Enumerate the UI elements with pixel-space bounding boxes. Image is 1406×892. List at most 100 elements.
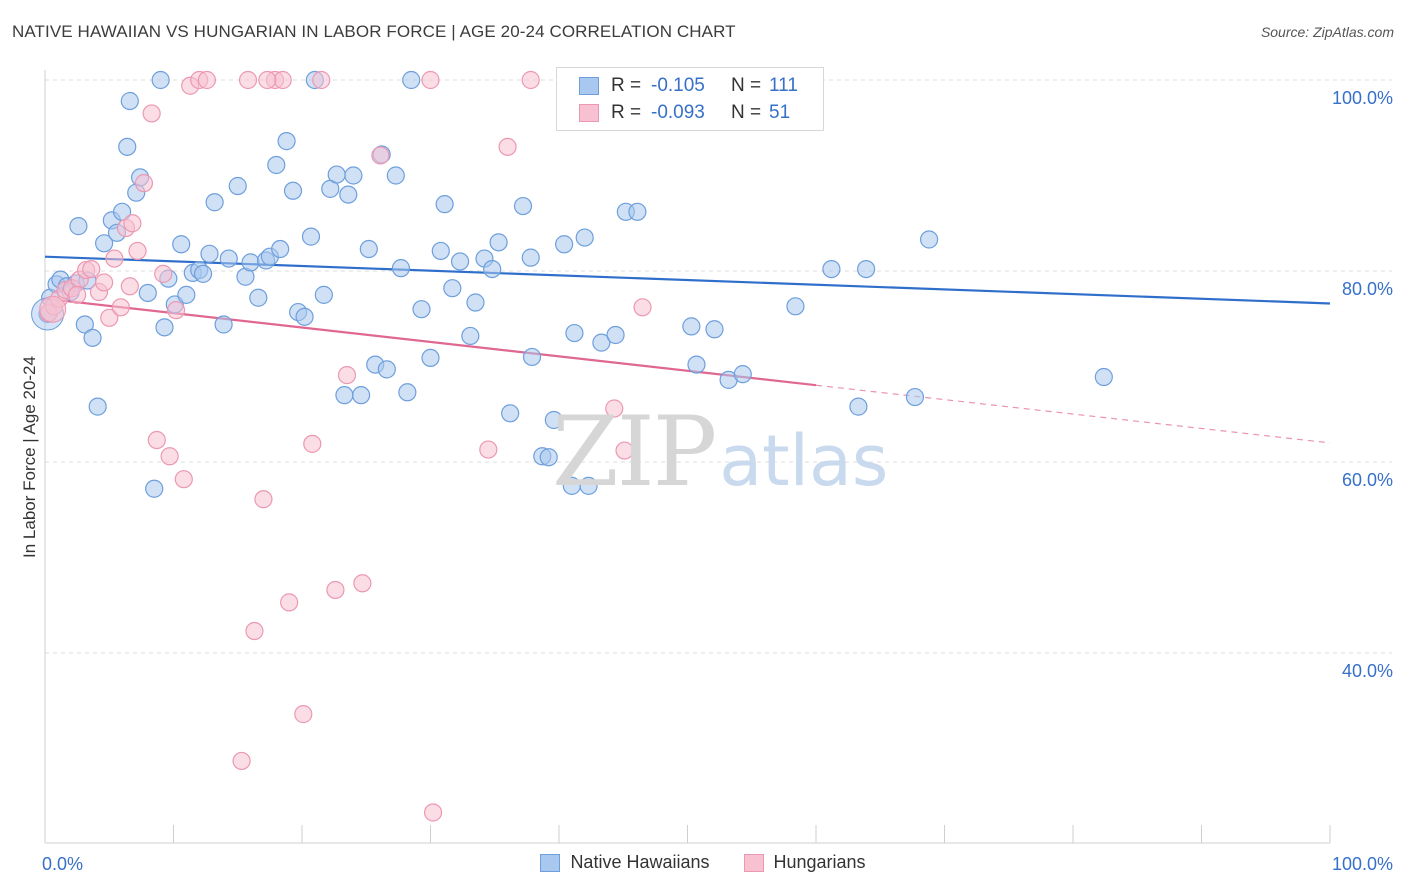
data-point: [565, 323, 584, 343]
data-point: [258, 70, 277, 90]
data-point: [83, 328, 102, 347]
data-point: [138, 283, 157, 303]
data-point: [155, 318, 174, 337]
data-point: [687, 355, 706, 374]
data-point: [335, 386, 354, 405]
data-point: [682, 317, 701, 336]
legend-row-native-hawaiians: R = -0.105 N = 111: [579, 74, 809, 98]
data-point: [200, 244, 219, 263]
legend-r-value: -0.093: [651, 102, 705, 123]
legend-n-value: 51: [769, 102, 791, 123]
legend-item-native-hawaiians[interactable]: Native Hawaiians: [540, 852, 710, 873]
legend-swatch-blue: [540, 853, 561, 872]
gridlines: [45, 79, 1392, 654]
data-point: [166, 301, 186, 320]
legend-item-hungarians[interactable]: Hungarians: [743, 852, 866, 873]
data-point: [431, 241, 450, 261]
data-point: [197, 70, 217, 90]
data-point: [544, 410, 563, 430]
data-point: [232, 751, 251, 771]
data-point: [521, 70, 540, 90]
legend-swatch-pink: [743, 853, 764, 872]
data-point: [539, 448, 558, 467]
data-point: [205, 193, 224, 212]
data-point: [120, 91, 139, 111]
y-axis-label: In Labor Force | Age 20-24: [20, 356, 39, 558]
data-point: [118, 137, 137, 156]
series-legend: Native Hawaiians Hungarians: [0, 852, 1406, 873]
data-point: [134, 174, 154, 193]
legend-n-label: N =: [731, 102, 762, 123]
data-point: [151, 70, 170, 90]
data-point: [280, 593, 299, 612]
data-point: [172, 235, 191, 254]
data-point: [733, 365, 752, 384]
data-point: [145, 479, 164, 498]
data-point: [479, 440, 498, 459]
data-point: [483, 259, 502, 279]
data-point: [849, 397, 868, 416]
data-point: [238, 70, 258, 90]
data-point: [857, 259, 876, 279]
data-point: [371, 146, 390, 165]
data-point: [705, 320, 724, 339]
data-point: [391, 259, 411, 278]
data-point: [353, 574, 372, 593]
data-point: [147, 430, 166, 450]
data-point: [75, 315, 94, 334]
data-point: [249, 288, 268, 307]
data-point: [327, 165, 346, 184]
legend-row-hungarians: R = -0.093 N = 51: [579, 101, 809, 125]
data-point: [228, 176, 247, 196]
data-point: [326, 580, 345, 600]
data-point: [100, 308, 119, 327]
data-point: [555, 235, 574, 254]
data-point: [219, 249, 238, 268]
data-point: [314, 285, 333, 304]
data-point: [339, 185, 358, 204]
y-tick-label: 80.0%: [1342, 279, 1393, 299]
data-point: [450, 252, 470, 271]
data-point: [120, 277, 139, 296]
data-point: [344, 166, 363, 185]
data-point: [522, 347, 542, 367]
legend-swatch-blue: [579, 77, 599, 95]
data-point: [421, 348, 440, 368]
data-point: [142, 104, 161, 123]
x-tick-label: 100.0%: [1332, 854, 1393, 874]
data-point: [402, 70, 421, 90]
axis-labels: 40.0% 60.0% 80.0% 100.0% 0.0% 100.0% In Labor …: [20, 88, 1393, 874]
data-point: [301, 227, 321, 246]
data-point: [919, 230, 939, 249]
data-point: [82, 259, 101, 279]
data-point: [337, 365, 357, 385]
y-tick-label: 40.0%: [1342, 661, 1393, 681]
data-point: [521, 248, 540, 267]
legend-r-label: R =: [611, 75, 642, 96]
data-point: [174, 470, 193, 489]
data-point: [628, 202, 647, 221]
series-hungarians: [39, 70, 652, 822]
data-point: [359, 239, 378, 259]
data-point: [398, 383, 417, 402]
data-point: [633, 298, 652, 317]
data-point: [579, 476, 598, 495]
data-point: [606, 325, 625, 345]
data-point: [303, 434, 322, 453]
data-point: [193, 264, 213, 283]
y-tick-label: 100.0%: [1332, 88, 1393, 108]
data-point: [412, 300, 431, 319]
legend-r-label: R =: [611, 102, 642, 123]
data-point-cluster: [39, 295, 67, 323]
data-point: [177, 285, 196, 304]
data-point: [352, 386, 371, 405]
data-point: [1094, 367, 1113, 387]
legend-label: Hungarians: [773, 852, 866, 872]
data-point: [105, 249, 124, 268]
data-point: [277, 132, 296, 151]
axes: [44, 70, 1331, 844]
x-tick-label: 0.0%: [42, 854, 83, 874]
data-point: [312, 70, 331, 90]
data-point: [489, 233, 508, 252]
